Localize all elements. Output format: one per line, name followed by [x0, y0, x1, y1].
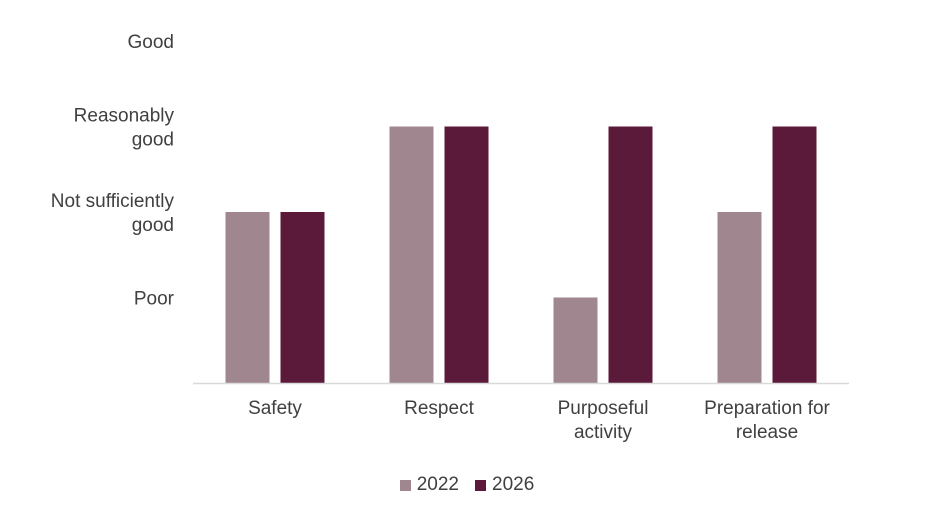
legend-item-2026: 2026 [475, 474, 534, 496]
x-tick-label-preparation-for-release: Preparation for release [704, 398, 830, 443]
legend-label-2026: 2026 [492, 474, 535, 495]
x-tick-label-line: Respect [404, 398, 474, 419]
y-tick-label-line: Not sufficiently [51, 191, 175, 212]
legend-item-2022: 2022 [399, 474, 459, 496]
bar-2026-preparation-for-release [772, 126, 817, 383]
y-tick-label-not-sufficiently-good: Not sufficiently good [51, 191, 175, 236]
x-tick-label-safety: Safety [248, 398, 302, 419]
bar-2026-respect [444, 126, 489, 383]
bar-2022-respect [389, 126, 434, 383]
bar-2022-safety [225, 212, 270, 383]
bar-2022-preparation-for-release [717, 212, 762, 383]
x-tick-label-line: Purposeful [558, 398, 649, 419]
x-tick-label-purposeful-activity: Purposeful activity [558, 398, 649, 443]
x-tick-label-line: activity [574, 422, 633, 443]
y-tick-label-line: Reasonably [74, 106, 175, 127]
x-tick-label-line: release [736, 422, 798, 443]
legend-swatch-2022 [399, 479, 411, 491]
y-tick-label-line: Good [128, 32, 174, 53]
bar-2026-purposeful-activity [608, 126, 653, 383]
x-tick-label-respect: Respect [404, 398, 474, 419]
legend: 2022 2026 [0, 474, 934, 496]
bar-2026-safety [280, 212, 325, 383]
y-tick-label-line: Poor [134, 289, 175, 310]
y-tick-label-line: good [132, 215, 174, 236]
legend-swatch-2026 [475, 479, 486, 491]
x-tick-label-line: Safety [248, 398, 302, 419]
bar-2022-purposeful-activity [553, 297, 598, 383]
legend-label-2022: 2022 [416, 474, 459, 495]
y-tick-label-reasonably-good: Reasonably good [74, 106, 175, 151]
y-tick-label-line: good [132, 130, 174, 151]
x-tick-label-line: Preparation for [704, 398, 830, 419]
y-tick-label-poor: Poor [134, 289, 175, 310]
y-tick-label-good: Good [128, 32, 174, 53]
